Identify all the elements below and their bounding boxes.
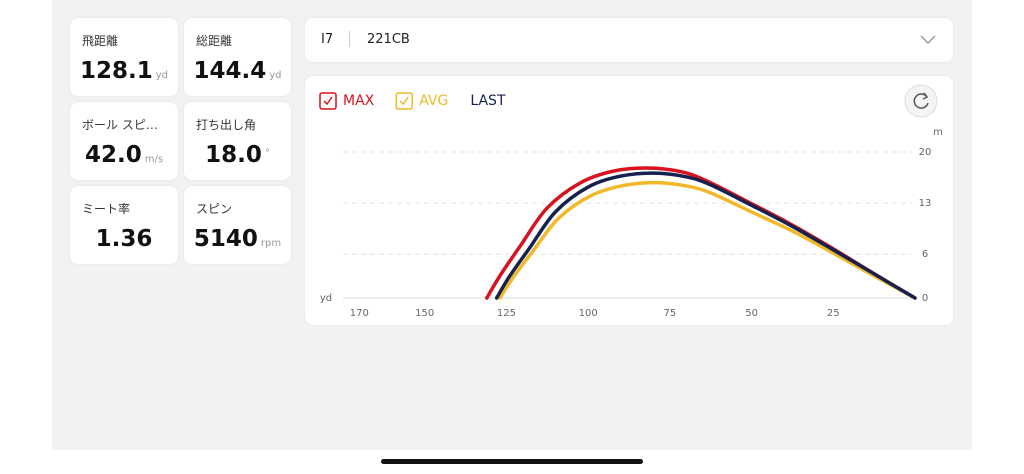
y-tick-label: 0 — [922, 293, 928, 304]
stat-unit: yd — [269, 70, 282, 81]
stat-value: 18.0 — [205, 142, 262, 168]
stat-unit: ° — [264, 147, 270, 159]
stat-value-row: 128.1 yd — [70, 58, 178, 84]
stat-card: 総距離 144.4 yd — [184, 18, 291, 96]
legend-label: AVG — [419, 93, 448, 109]
stat-label: ボール スピ… — [82, 118, 158, 132]
stat-card: 打ち出し角 18.0 ° — [184, 102, 291, 180]
stat-value: 5140 — [193, 226, 258, 252]
trajectory-line — [494, 171, 917, 300]
club-selector[interactable]: I7 221CB — [305, 18, 953, 62]
x-tick-label: 150 — [415, 308, 434, 319]
stat-card: ボール スピ… 42.0 m/s — [70, 102, 178, 180]
x-tick-label: 25 — [827, 308, 840, 319]
x-tick-label: 50 — [745, 308, 758, 319]
stat-unit: rpm — [260, 238, 282, 249]
chart: m yd 20 13 6 0 170 150 125 100 75 50 25 MAX AVG LAST — [319, 84, 943, 319]
stat-label: 打ち出し角 — [196, 118, 257, 132]
x-tick-label: 170 — [350, 308, 369, 319]
legend-label: LAST — [470, 93, 506, 109]
y-tick-label: 13 — [919, 198, 932, 209]
trajectory-line — [485, 166, 917, 300]
stat-label: 総距離 — [196, 34, 233, 48]
legend-label: MAX — [343, 93, 375, 109]
stat-label: 飛距離 — [82, 34, 119, 48]
stat-value: 1.36 — [95, 226, 153, 252]
legend-checkbox[interactable] — [319, 92, 337, 110]
x-tick-label: 125 — [497, 308, 516, 319]
y-tick-label: 20 — [919, 147, 932, 158]
trajectory-line — [498, 180, 917, 300]
stat-card: スピン 5140 rpm — [184, 186, 291, 264]
divider — [349, 31, 350, 47]
stat-unit: m/s — [144, 154, 164, 165]
x-tick-label: 100 — [579, 308, 598, 319]
refresh-icon — [913, 93, 929, 109]
stat-value-row: 18.0 ° — [184, 142, 291, 168]
stat-value-row: 144.4 yd — [184, 58, 291, 84]
legend-check — [323, 96, 333, 106]
stat-label: スピン — [196, 202, 233, 216]
y-axis-unit: m — [933, 127, 943, 138]
club-number: I7 — [321, 32, 334, 47]
stat-value-row: 5140 rpm — [184, 226, 291, 252]
legend-checkbox[interactable] — [395, 92, 413, 110]
x-axis-unit: yd — [320, 293, 332, 304]
chevron-down — [920, 35, 936, 45]
stat-value: 128.1 — [79, 58, 153, 84]
stat-value: 144.4 — [193, 58, 267, 84]
chart-card: m yd 20 13 6 0 170 150 125 100 75 50 25 MAX AVG LAST — [305, 76, 953, 325]
stat-card: 飛距離 128.1 yd — [70, 18, 178, 96]
stat-label: ミート率 — [82, 202, 131, 216]
stat-value: 42.0 — [84, 142, 142, 168]
stat-value-row: 42.0 m/s — [70, 142, 178, 168]
stat-value-row: 1.36 — [70, 226, 178, 252]
refresh-button[interactable] — [904, 84, 938, 118]
home-indicator — [381, 459, 643, 464]
club-model: 221CB — [367, 32, 410, 47]
y-tick-label: 6 — [922, 249, 928, 260]
legend-check — [399, 96, 409, 106]
stat-unit: yd — [155, 70, 169, 81]
refresh-arrow — [922, 92, 929, 100]
stat-card: ミート率 1.36 — [70, 186, 178, 264]
x-tick-label: 75 — [663, 308, 676, 319]
